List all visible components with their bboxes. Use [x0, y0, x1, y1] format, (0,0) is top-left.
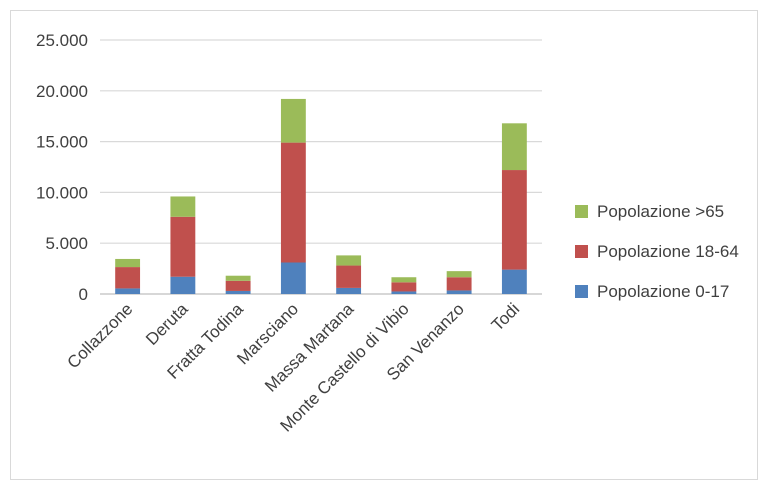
gridlines [100, 39, 542, 295]
bar-segment [170, 216, 196, 277]
chart-frame [10, 10, 758, 480]
legend-swatch [575, 285, 588, 298]
bar-segment [336, 287, 362, 294]
legend: Popolazione >65 Popolazione 18-64 Popolazi… [575, 202, 739, 301]
bar-segment [225, 280, 251, 291]
x-tick-label: Todi [488, 299, 523, 334]
y-tick-label: 20.000 [36, 82, 88, 101]
bar-segment [501, 170, 527, 270]
bar-segment [336, 265, 362, 288]
bar-segment [391, 291, 417, 294]
bar-segment [280, 262, 306, 294]
bar-segment [280, 98, 306, 143]
y-axis-ticks: 0 5.000 10.000 15.000 20.000 25.000 [36, 31, 88, 304]
bar-segment [225, 290, 251, 294]
y-tick-label: 0 [79, 285, 88, 304]
bar-segment [115, 258, 141, 268]
legend-label: Popolazione 0-17 [597, 282, 729, 301]
bar-segment [446, 290, 472, 294]
bar-segment [336, 255, 362, 266]
bar-segment [501, 269, 527, 294]
bars [115, 98, 527, 294]
bar-segment [280, 142, 306, 263]
legend-swatch [575, 245, 588, 258]
bar-segment [115, 288, 141, 294]
bar-segment [391, 277, 417, 283]
x-tick-label: Deruta [142, 299, 192, 349]
y-tick-label: 25.000 [36, 31, 88, 50]
x-tick-label: Collazzone [64, 299, 137, 372]
legend-label: Popolazione >65 [597, 202, 724, 221]
y-tick-label: 10.000 [36, 183, 88, 202]
y-tick-label: 15.000 [36, 133, 88, 152]
bar-segment [115, 267, 141, 289]
bar-segment [170, 276, 196, 294]
bar-segment [391, 282, 417, 292]
legend-swatch [575, 205, 588, 218]
legend-label: Popolazione 18-64 [597, 242, 739, 261]
bar-segment [170, 196, 196, 217]
bar-segment [446, 271, 472, 278]
bar-segment [225, 275, 251, 281]
bar-segment [501, 123, 527, 171]
y-tick-label: 5.000 [45, 234, 88, 253]
bar-segment [446, 277, 472, 291]
